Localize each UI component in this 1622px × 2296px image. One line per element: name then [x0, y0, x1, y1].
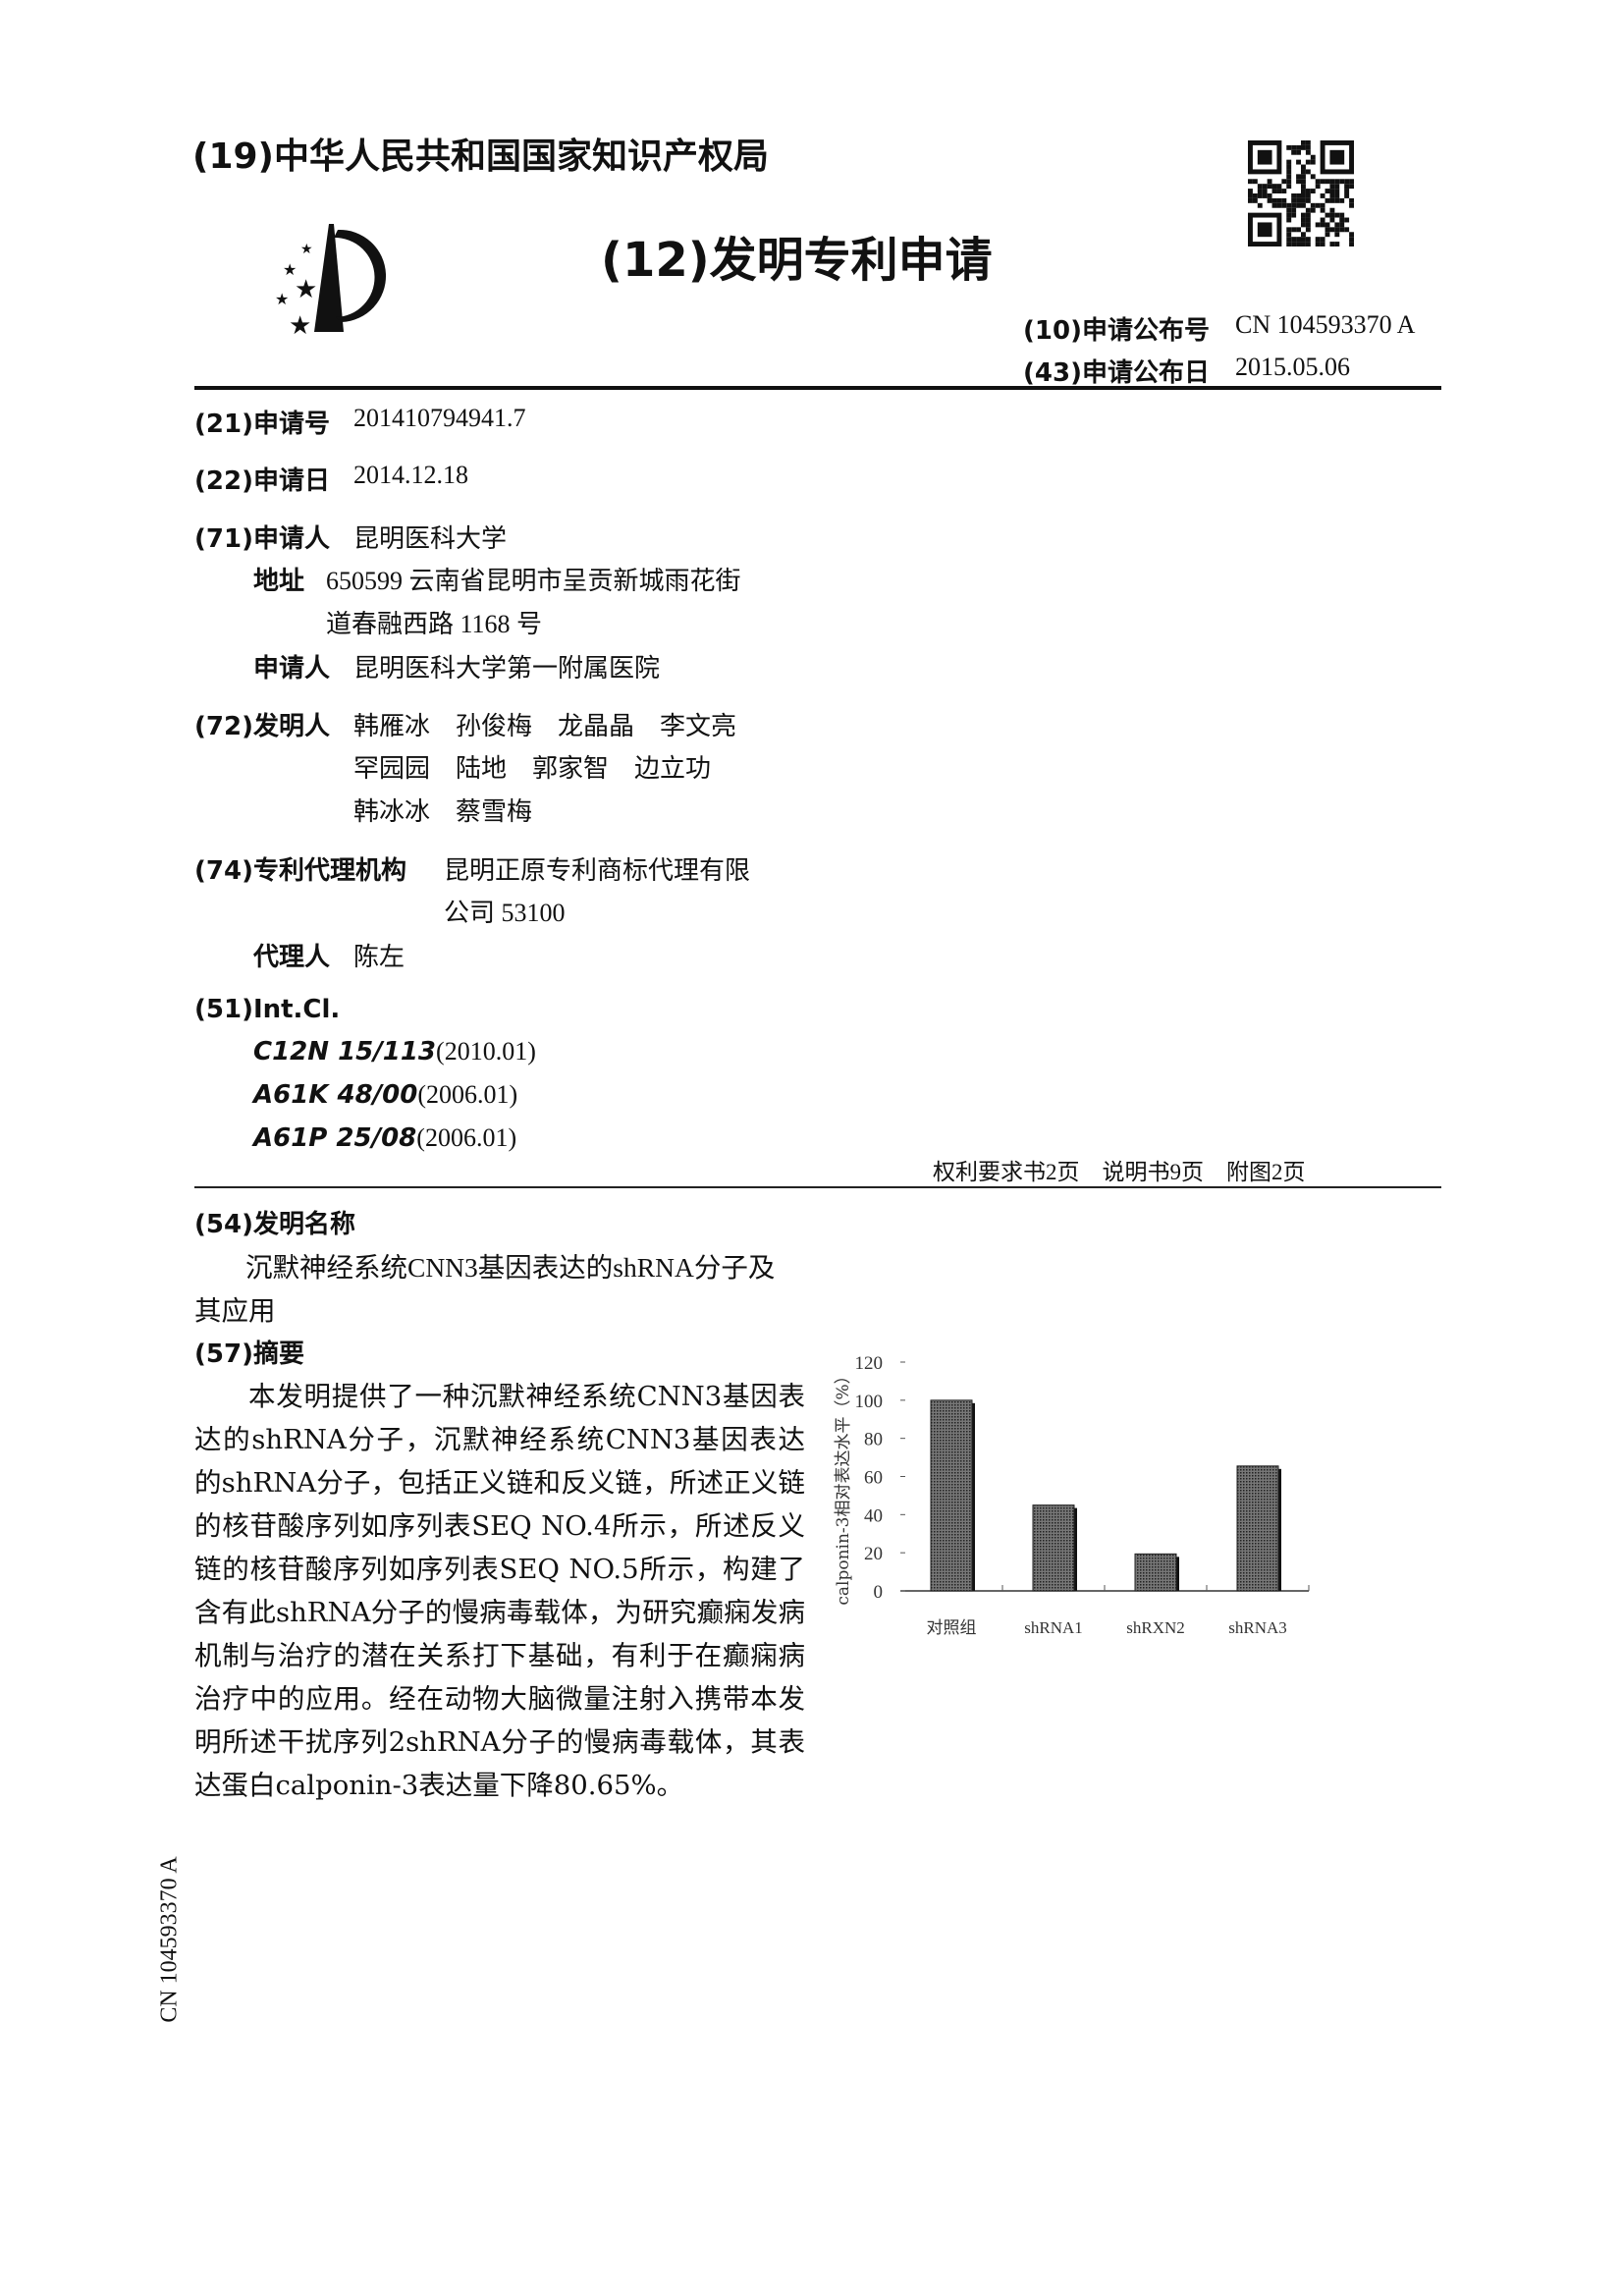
qr-code-icon: [1247, 140, 1355, 246]
address-line1: 650599 云南省昆明市呈贡新城雨花街: [326, 567, 741, 595]
address-line2: 道春融西路 1168 号: [326, 610, 543, 638]
title-label: (54)发明名称: [194, 1210, 355, 1239]
app-date: 2014.12.18: [353, 461, 468, 489]
bar: [930, 1399, 973, 1592]
applicant2-label: 申请人: [253, 654, 331, 683]
office-name: (19)中华人民共和国国家知识产权局: [192, 137, 770, 177]
abstract-text: 本发明提供了一种沉默神经系统CNN3基因表达的shRNA分子，沉默神经系统CNN…: [194, 1381, 805, 1801]
intcl-code: A61K 48/00: [253, 1080, 418, 1110]
applicant2: 昆明医科大学第一附属医院: [353, 654, 661, 683]
intcl-code: C12N 15/113: [253, 1037, 437, 1066]
intcl-entry: C12N 15/113(2010.01): [253, 1037, 536, 1066]
svg-text:★: ★: [275, 290, 289, 308]
applicant: 昆明医科大学: [353, 524, 508, 553]
intcl-entry: A61K 48/00(2006.01): [253, 1080, 517, 1110]
y-tick-label: 120: [855, 1353, 884, 1374]
y-tick-label: 40: [864, 1505, 883, 1526]
cnipa-logo-icon: ★ ★ ★ ★ ★: [273, 224, 415, 342]
bar: [1134, 1553, 1177, 1592]
pub-no-label: (10)申请公布号: [1023, 316, 1210, 346]
invention-title-line2: 其应用: [194, 1295, 276, 1326]
x-category-label: shRNA3: [1228, 1618, 1287, 1637]
y-tick-label: 20: [864, 1544, 883, 1564]
app-date-label: (22)申请日: [194, 466, 330, 496]
pub-date-label: (43)申请公布日: [1023, 358, 1210, 388]
intcl-label: (51)Int.Cl.: [194, 995, 341, 1024]
x-category-label: shRNA1: [1024, 1618, 1083, 1637]
app-no-label: (21)申请号: [194, 410, 330, 439]
pub-no: CN 104593370 A: [1235, 310, 1416, 339]
x-category-label: shRXN2: [1126, 1618, 1185, 1637]
svg-text:★: ★: [295, 275, 317, 304]
bar: [1236, 1465, 1279, 1592]
y-axis-label: calponin-3相对表达水平（%）: [834, 1367, 853, 1605]
intcl-version: (2010.01): [436, 1037, 536, 1066]
svg-text:★: ★: [289, 311, 311, 341]
y-tick-label: 80: [864, 1430, 883, 1450]
intcl-entry: A61P 25/08(2006.01): [253, 1123, 516, 1153]
agency-label: (74)专利代理机构: [194, 856, 406, 886]
header-divider: [194, 386, 1441, 390]
pub-date: 2015.05.06: [1235, 353, 1350, 381]
agency-line1: 昆明正原专利商标代理有限: [444, 856, 751, 885]
y-tick-label: 0: [874, 1582, 884, 1603]
svg-text:★: ★: [300, 242, 313, 257]
svg-text:★: ★: [283, 260, 297, 279]
bar: [1032, 1504, 1075, 1592]
agent-label: 代理人: [253, 943, 331, 972]
y-tick-label: 100: [855, 1392, 884, 1412]
inventors-label: (72)发明人: [194, 712, 330, 741]
doc-type-title: (12)发明专利申请: [601, 233, 993, 288]
applicant-label: (71)申请人: [194, 524, 330, 554]
abstract-bar-chart: 0 20 40 60 80 100 120 对照组 shRNA1 shRXN2 shRNA3 calp…: [834, 1353, 1310, 1637]
page-counts: 权利要求书2页 说明书9页 附图2页: [933, 1160, 1306, 1184]
biblio-divider: [194, 1186, 1441, 1188]
agency-line2: 公司 53100: [444, 899, 566, 927]
intcl-version: (2006.01): [416, 1123, 517, 1152]
inventors-line: 韩冰冰 蔡雪梅: [353, 797, 533, 826]
side-pub-number: CN 104593370 A: [156, 1856, 183, 2023]
inventors-line: 韩雁冰 孙俊梅 龙晶晶 李文亮: [353, 712, 737, 740]
x-category-label: 对照组: [927, 1618, 977, 1637]
intcl-version: (2006.01): [417, 1080, 518, 1109]
abstract-label: (57)摘要: [194, 1339, 304, 1369]
agent: 陈左: [353, 943, 406, 971]
invention-title-line1: 沉默神经系统CNN3基因表达的shRNA分子及: [245, 1252, 776, 1283]
app-no: 201410794941.7: [353, 404, 526, 432]
intcl-code: A61P 25/08: [253, 1123, 417, 1153]
y-tick-label: 60: [864, 1468, 883, 1489]
address-label: 地址: [253, 567, 305, 596]
inventors-line: 罕园园 陆地 郭家智 边立功: [353, 754, 712, 783]
